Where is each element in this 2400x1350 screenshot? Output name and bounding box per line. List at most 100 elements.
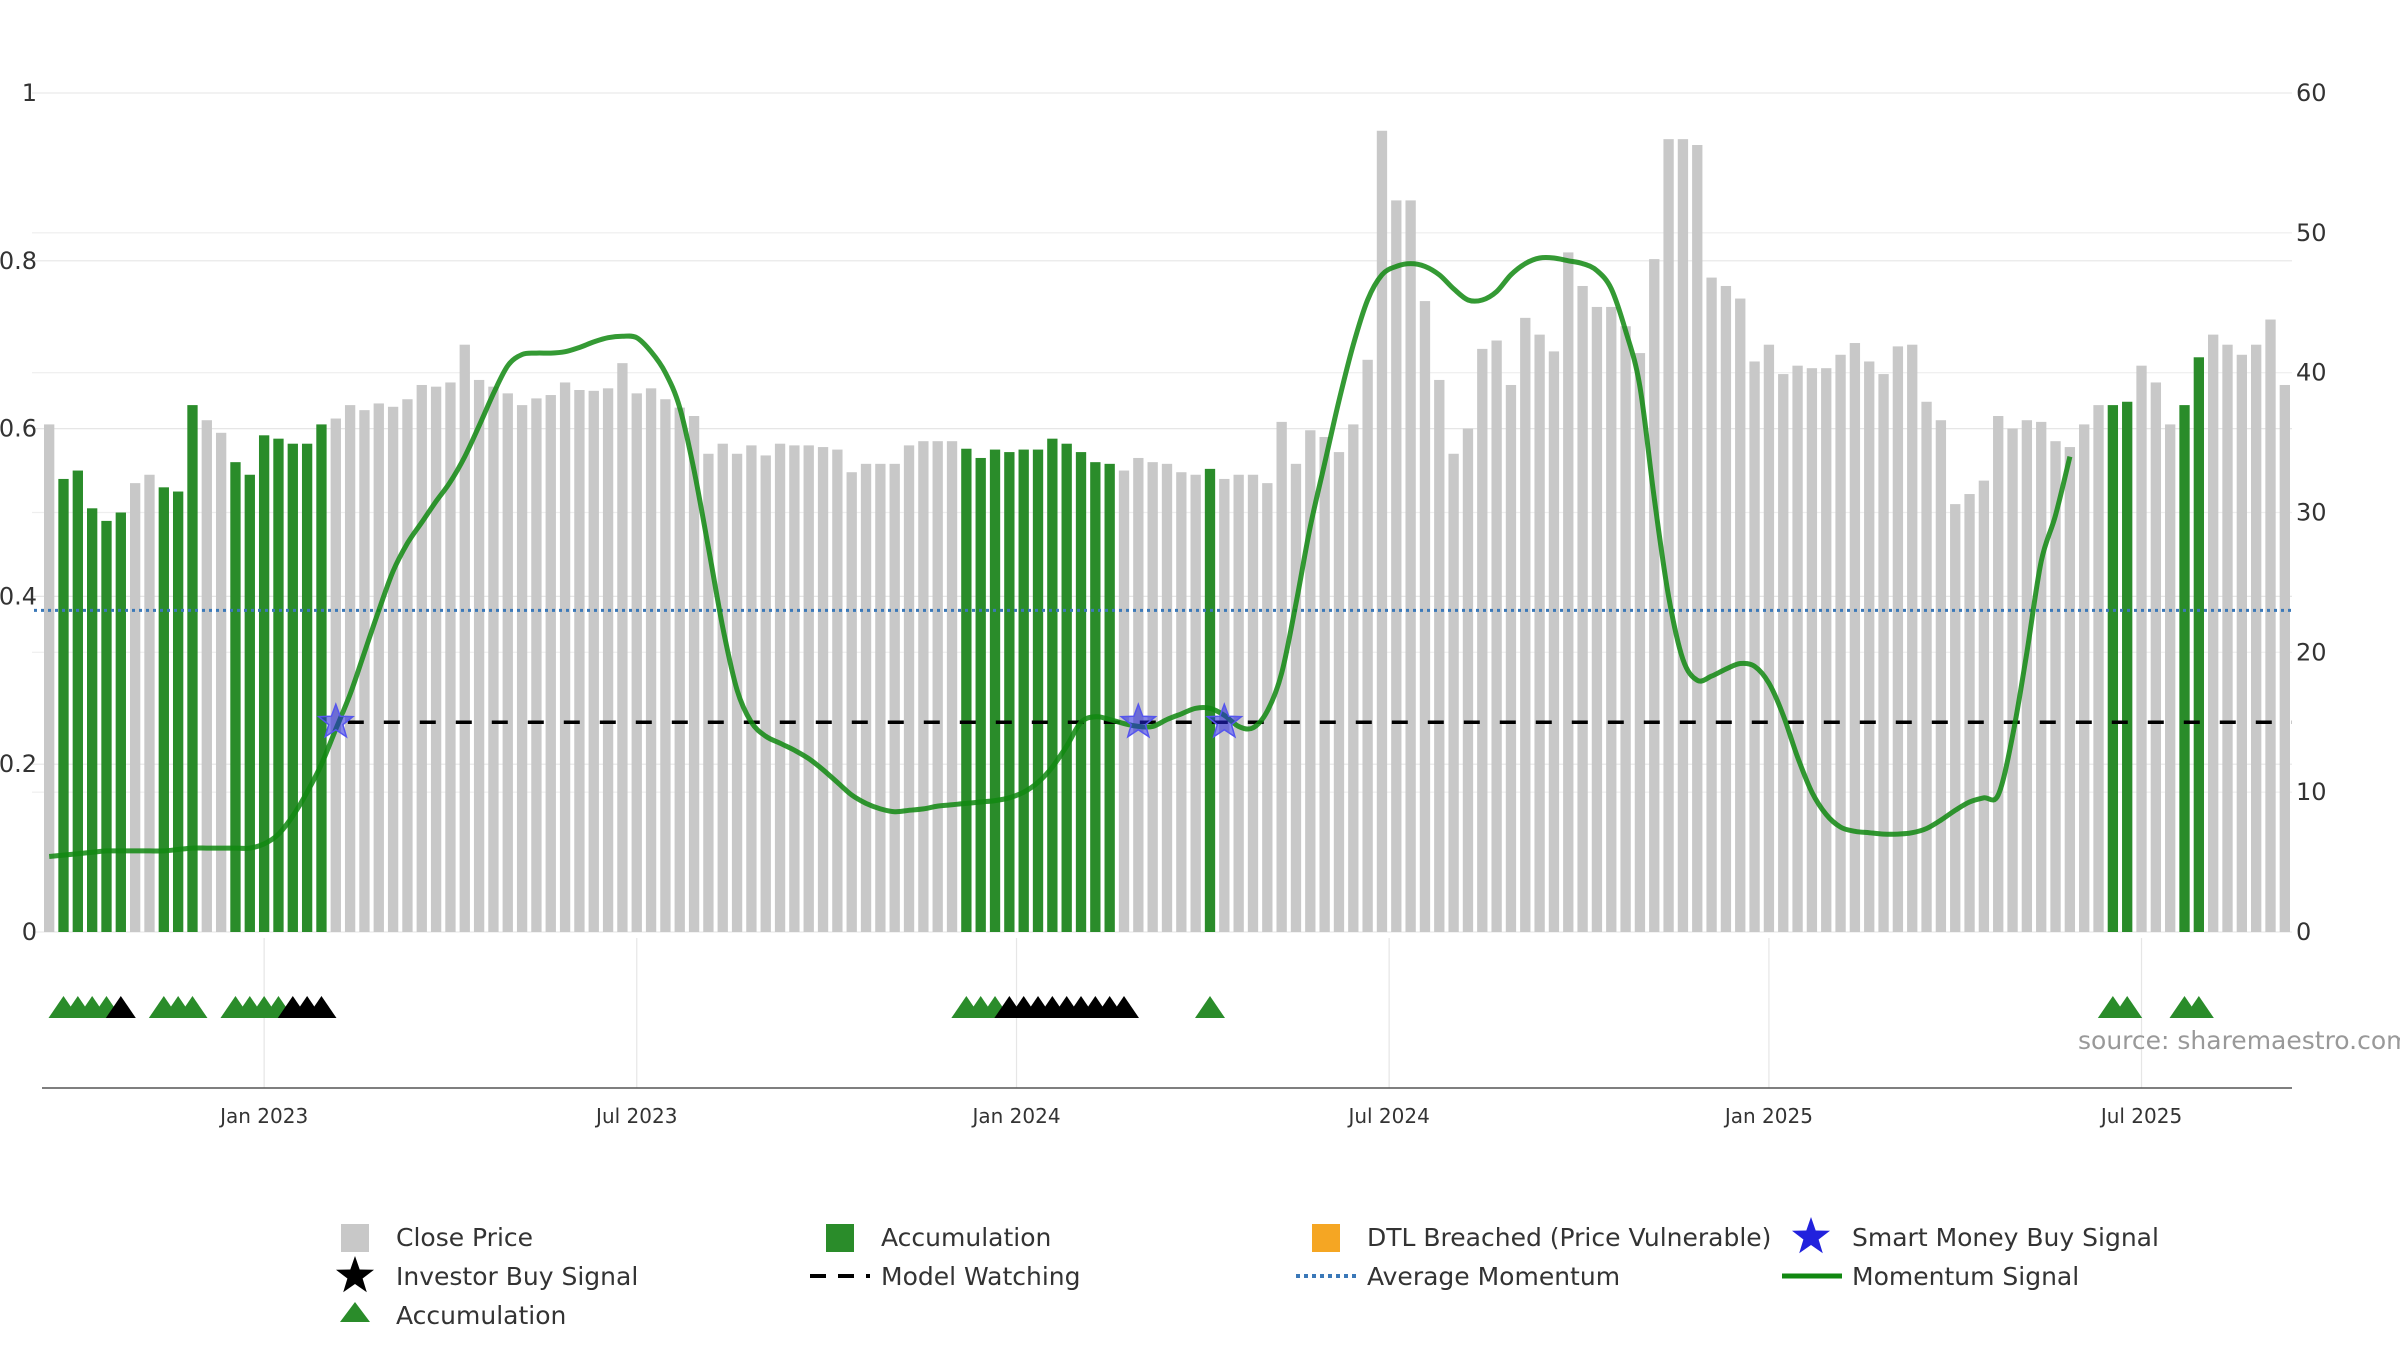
close-price-bar bbox=[1763, 344, 1775, 932]
accumulation-bar bbox=[975, 457, 986, 932]
accumulation-bar bbox=[301, 443, 313, 932]
close-price-bar bbox=[1391, 200, 1402, 933]
x-tick-label: Jan 2023 bbox=[218, 1104, 308, 1128]
accumulation-bar bbox=[989, 449, 1001, 932]
close-price-bar bbox=[1649, 259, 1660, 932]
close-price-bar bbox=[1921, 401, 1932, 932]
close-price-bar bbox=[1720, 285, 1732, 933]
close-price-bar bbox=[1735, 298, 1746, 932]
price-bars bbox=[44, 130, 2290, 933]
close-price-bar bbox=[1491, 340, 1502, 932]
legend-close-price-swatch bbox=[341, 1224, 369, 1252]
accumulation-bar bbox=[1204, 468, 1216, 932]
legend-investor-buy-star bbox=[336, 1256, 374, 1293]
left-tick-label: 0 bbox=[22, 918, 37, 946]
legend-model-watching-label: Model Watching bbox=[881, 1262, 1081, 1291]
close-price-bar bbox=[445, 382, 456, 933]
close-price-bar bbox=[1993, 416, 2004, 932]
left-tick-label: 0.4 bbox=[0, 582, 37, 610]
close-price-bar bbox=[717, 443, 728, 932]
close-price-bar bbox=[617, 363, 628, 933]
close-price-bar bbox=[946, 441, 958, 932]
close-price-bar bbox=[473, 379, 485, 932]
close-price-bar bbox=[1806, 368, 1818, 932]
accumulation-bar bbox=[961, 448, 972, 932]
legend-average-momentum-label: Average Momentum bbox=[1367, 1262, 1620, 1291]
x-tick-label: Jan 2025 bbox=[1723, 1104, 1813, 1128]
close-price-bar bbox=[1419, 301, 1431, 932]
close-price-bar bbox=[2136, 365, 2147, 932]
close-price-bar bbox=[1405, 200, 1416, 933]
accumulation-bar bbox=[187, 405, 198, 932]
close-price-bar bbox=[860, 463, 872, 932]
accumulation-bar bbox=[1061, 443, 1072, 932]
legend-accumulation-triangle bbox=[340, 1302, 370, 1322]
close-price-bar bbox=[1505, 384, 1517, 932]
right-tick-label: 10 bbox=[2296, 778, 2327, 806]
legend-close-price-label: Close Price bbox=[396, 1223, 533, 1252]
close-price-bar bbox=[2150, 382, 2162, 933]
close-price-bar bbox=[373, 403, 384, 932]
accumulation-bar bbox=[287, 443, 298, 932]
accumulation-bar bbox=[2107, 405, 2119, 932]
close-price-bar bbox=[2236, 354, 2247, 932]
close-price-bar bbox=[545, 395, 556, 932]
close-price-bar bbox=[1434, 379, 1445, 932]
close-price-bar bbox=[645, 388, 657, 932]
close-price-bar bbox=[2208, 334, 2219, 933]
close-price-bar bbox=[1247, 474, 1259, 932]
close-price-bar bbox=[1677, 139, 1689, 932]
close-price-bar bbox=[774, 443, 786, 932]
accumulation-bar bbox=[1090, 462, 1101, 932]
close-price-bar bbox=[1978, 480, 1990, 932]
right-tick-label: 20 bbox=[2296, 638, 2327, 666]
close-price-bar bbox=[516, 405, 528, 932]
right-tick-label: 50 bbox=[2296, 219, 2327, 247]
accumulation-bar bbox=[72, 470, 83, 932]
x-tick-label: Jul 2024 bbox=[1346, 1104, 1429, 1128]
legend-accumulation-swatch bbox=[826, 1224, 854, 1252]
close-price-bar bbox=[1964, 494, 1975, 932]
close-price-bar bbox=[1534, 334, 1545, 933]
close-price-bar bbox=[488, 386, 499, 932]
close-price-bar bbox=[416, 384, 427, 932]
close-price-bar bbox=[1348, 424, 1359, 932]
axes: Jan 2023 Jul 2023 Jan 2024 Jul 2024 Jan 2025… bbox=[0, 79, 2327, 1128]
close-price-bar bbox=[2165, 424, 2176, 932]
close-price-bar bbox=[1462, 428, 1474, 932]
close-price-bar bbox=[1376, 130, 1388, 932]
close-price-bar bbox=[674, 407, 685, 932]
close-price-bar bbox=[502, 393, 513, 932]
close-price-bar bbox=[1305, 430, 1316, 932]
accumulation-bar bbox=[2179, 405, 2190, 932]
close-price-bar bbox=[430, 386, 442, 932]
accumulation-bar bbox=[316, 424, 327, 932]
left-tick-label: 0.8 bbox=[0, 247, 37, 275]
close-price-bar bbox=[1907, 344, 1918, 932]
close-price-bar bbox=[631, 393, 642, 932]
x-tick-label: Jan 2024 bbox=[970, 1104, 1060, 1128]
accumulation-bar bbox=[1018, 449, 1029, 932]
close-price-bar bbox=[2251, 344, 2262, 932]
close-price-bar bbox=[2021, 420, 2033, 932]
close-price-bar bbox=[918, 441, 929, 932]
close-price-bar bbox=[402, 399, 413, 932]
close-price-bar bbox=[889, 463, 900, 932]
close-price-bar bbox=[201, 420, 212, 932]
close-price-bar bbox=[1161, 463, 1173, 932]
momentum-signal-line bbox=[48, 254, 2073, 859]
accumulation-bar bbox=[1075, 452, 1087, 932]
accumulation-bar bbox=[2122, 401, 2133, 932]
close-price-bar bbox=[387, 406, 399, 932]
close-price-bar bbox=[817, 447, 829, 932]
x-tick-label: Jul 2023 bbox=[594, 1104, 677, 1128]
close-price-bar bbox=[2222, 344, 2233, 932]
close-price-bar bbox=[2093, 405, 2104, 932]
legend-accumulation-label: Accumulation bbox=[881, 1223, 1051, 1252]
signal-markers bbox=[48, 702, 2214, 1018]
close-price-bar bbox=[1233, 474, 1244, 932]
x-tick-label: Jul 2025 bbox=[2099, 1104, 2182, 1128]
close-price-bar bbox=[1477, 348, 1488, 932]
close-price-bar bbox=[1821, 368, 1832, 932]
right-tick-label: 60 bbox=[2296, 79, 2327, 107]
